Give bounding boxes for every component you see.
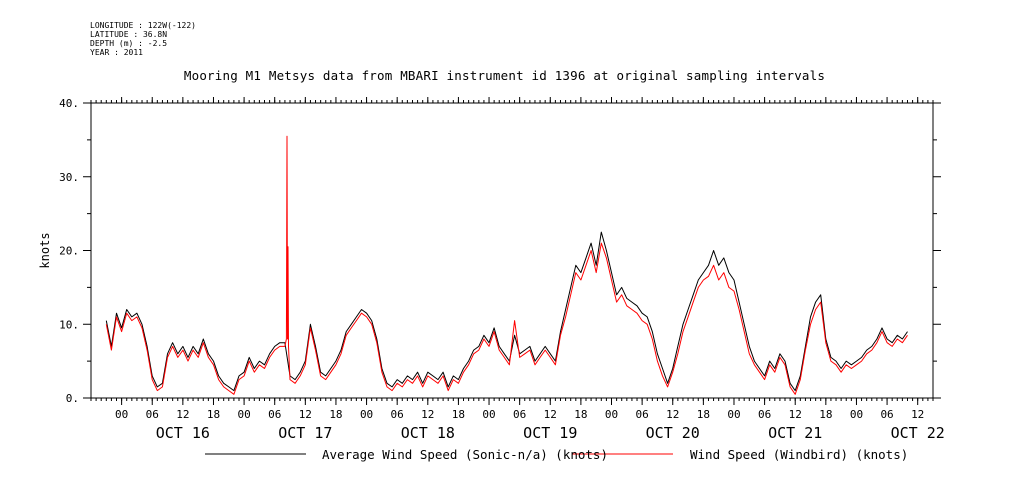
x-hour-label: 06 [268, 408, 281, 421]
x-day-label: OCT 21 [768, 424, 822, 442]
x-hour-label: 00 [850, 408, 863, 421]
y-tick-label: 40. [59, 97, 79, 110]
x-hour-label: 12 [544, 408, 557, 421]
x-hour-label: 18 [819, 408, 832, 421]
x-hour-label: 00 [115, 408, 128, 421]
x-hour-label: 18 [207, 408, 220, 421]
y-tick-label: 10. [59, 318, 79, 331]
y-tick-label: 30. [59, 171, 79, 184]
metadata-depth: DEPTH (m) : -2.5 [90, 39, 168, 48]
x-hour-label: 06 [758, 408, 771, 421]
legend-label-windbird: Wind Speed (Windbird) (knots) [690, 447, 909, 462]
x-hour-label: 12 [911, 408, 924, 421]
x-hour-label: 12 [421, 408, 434, 421]
x-day-label: OCT 22 [891, 424, 945, 442]
x-day-label: OCT 20 [646, 424, 700, 442]
y-axis-label: knots [38, 232, 52, 268]
x-day-label: OCT 17 [278, 424, 332, 442]
x-hour-label: 00 [605, 408, 618, 421]
x-hour-label: 18 [452, 408, 465, 421]
plot-frame [90, 102, 934, 399]
x-hour-label: 06 [391, 408, 404, 421]
x-hour-label: 00 [360, 408, 373, 421]
x-hour-label: 06 [513, 408, 526, 421]
legend-label-average-wind: Average Wind Speed (Sonic-n/a) (knots) [322, 447, 608, 462]
x-hour-label: 12 [666, 408, 679, 421]
x-hour-label: 18 [329, 408, 342, 421]
y-tick-label: 20. [59, 245, 79, 258]
chart-title: Mooring M1 Metsys data from MBARI instru… [183, 68, 826, 83]
x-day-label: OCT 16 [156, 424, 210, 442]
x-hour-label: 12 [299, 408, 312, 421]
x-hour-label: 00 [482, 408, 495, 421]
y-tick-label: 0. [66, 392, 79, 405]
metadata-latitude: LATITUDE : 36.8N [90, 30, 168, 39]
x-hour-label: 06 [880, 408, 893, 421]
metadata-year: YEAR : 2011 [90, 48, 143, 57]
x-hour-label: 00 [237, 408, 250, 421]
x-day-label: OCT 18 [401, 424, 455, 442]
x-hour-label: 00 [727, 408, 740, 421]
x-day-label: OCT 19 [523, 424, 577, 442]
x-hour-label: 06 [146, 408, 159, 421]
x-hour-label: 12 [176, 408, 189, 421]
x-hour-label: 18 [697, 408, 710, 421]
series-average-wind-line [105, 231, 908, 392]
x-hour-label: 06 [636, 408, 649, 421]
metadata-block: LONGITUDE : 122W(-122) LATITUDE : 36.8N … [90, 21, 196, 57]
series-windbird-line [105, 135, 908, 395]
x-hour-label: 18 [574, 408, 587, 421]
x-hour-label: 12 [789, 408, 802, 421]
metadata-longitude: LONGITUDE : 122W(-122) [90, 21, 196, 30]
